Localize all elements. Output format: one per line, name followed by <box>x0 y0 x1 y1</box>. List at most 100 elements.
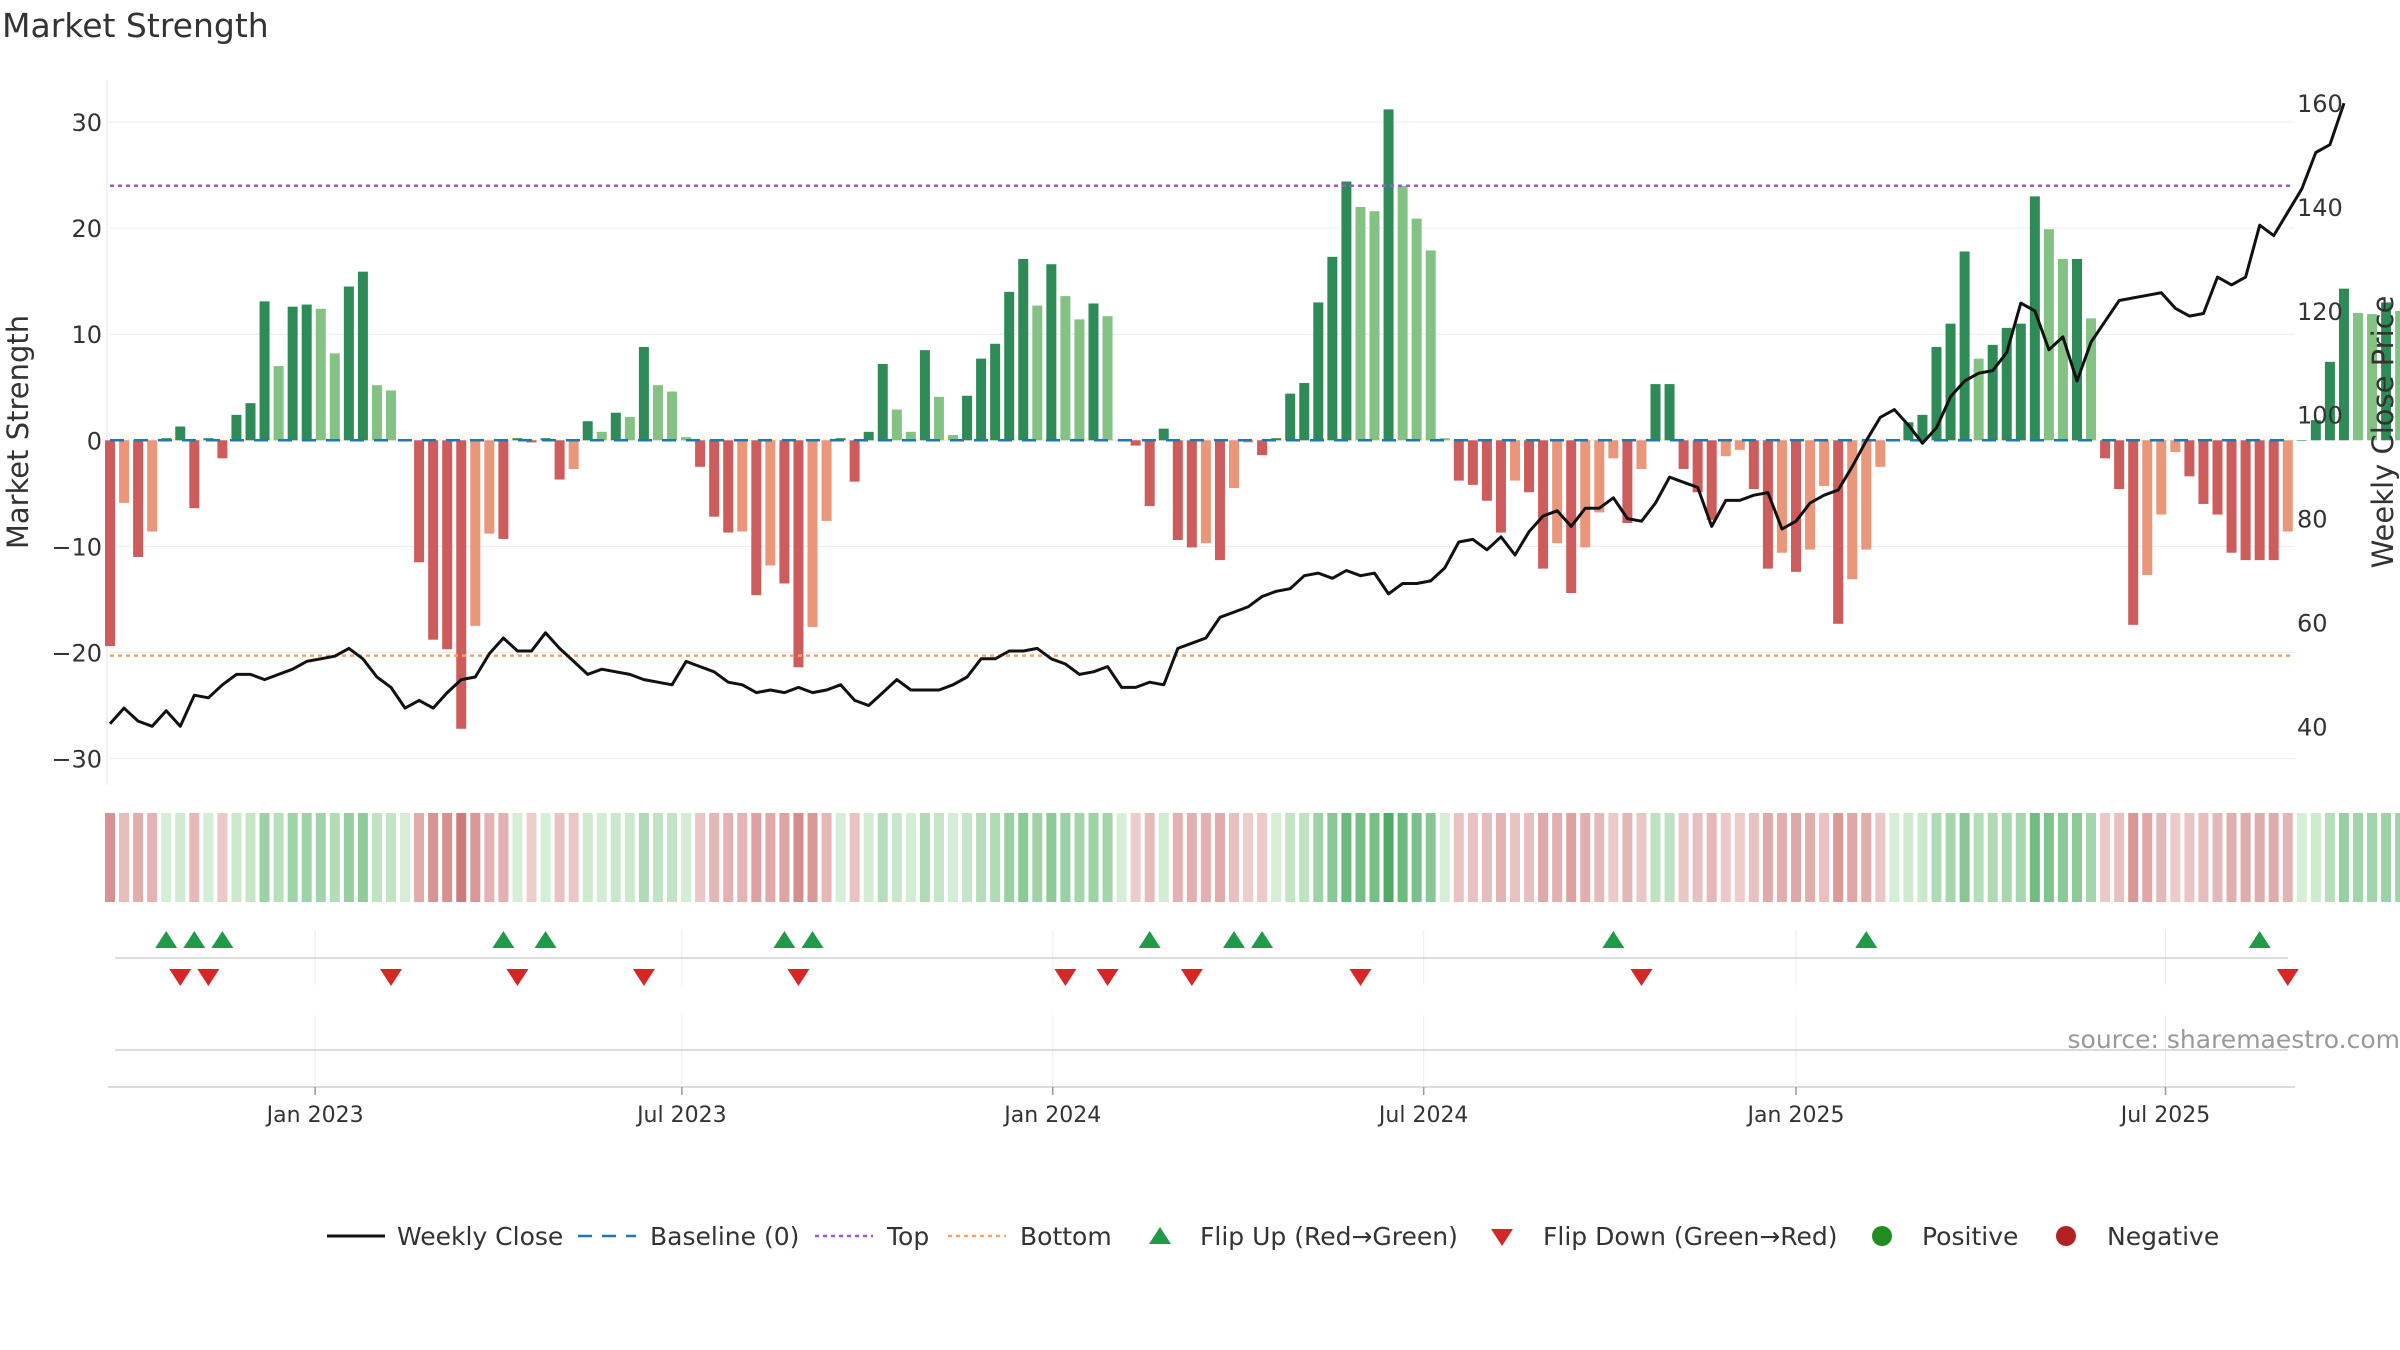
reference-lines <box>110 184 2290 657</box>
heat-strip-cell <box>919 813 930 902</box>
x-tick-label: Jan 2024 <box>1002 1103 1101 1128</box>
strength-bar <box>1088 303 1099 441</box>
strength-bar <box>667 391 677 441</box>
heat-strip-cell <box>1383 813 1394 902</box>
strength-bar <box>329 353 340 441</box>
strength-bar <box>1299 383 1310 441</box>
strength-bar <box>147 440 158 532</box>
flip-up-marker <box>183 931 206 948</box>
strength-bar <box>1875 440 1886 467</box>
strength-bar <box>1032 305 1043 441</box>
heat-strip-cell <box>231 813 242 902</box>
heat-strip-cell <box>1931 813 1942 902</box>
left-tick-label: 20 <box>71 215 102 243</box>
heat-strip-cell <box>259 813 270 902</box>
flip-up-marker <box>534 931 557 948</box>
heat-strip-cell <box>315 813 326 902</box>
strength-bar <box>2310 420 2321 441</box>
heat-strip-cell <box>2296 813 2307 902</box>
heat-strip-cell <box>1495 813 1506 902</box>
heat-strip-cell <box>2043 813 2054 902</box>
strength-bar <box>217 440 228 459</box>
heat-strip-cell <box>596 813 607 902</box>
heat-strip-cell <box>2142 813 2153 902</box>
heat-strip-cell <box>189 813 200 902</box>
strength-bar <box>512 438 523 441</box>
heat-strip-cell <box>1776 813 1787 902</box>
strength-bar <box>1678 440 1689 469</box>
heat-strip-cell <box>273 813 284 902</box>
right-tick-label: 100 <box>2297 402 2343 430</box>
heat-strip-cell <box>1355 813 1366 902</box>
strength-bar <box>231 414 242 441</box>
heat-strip-cell <box>2114 813 2125 902</box>
heat-strip-cell <box>891 813 902 902</box>
strength-bar <box>652 385 663 441</box>
right-tick-label: 40 <box>2297 713 2328 741</box>
strength-bar <box>1762 440 1773 569</box>
heat-strip-cell <box>1734 813 1745 902</box>
heat-strip-cell <box>877 813 888 902</box>
strength-bar <box>990 343 1001 441</box>
right-tick-label: 140 <box>2297 194 2343 222</box>
heat-strip-cell <box>1833 813 1844 902</box>
strength-bar <box>1510 440 1520 481</box>
right-tick-label: 120 <box>2297 298 2343 326</box>
strength-bar <box>1313 302 1324 441</box>
strength-bar <box>1102 316 1113 441</box>
heat-strip-cell <box>638 813 649 902</box>
strength-bar <box>610 412 621 441</box>
heat-strip-cell <box>2198 813 2209 902</box>
heat-strip-cell <box>2001 813 2012 902</box>
heat-strip-cell <box>863 813 874 902</box>
strength-bar <box>189 440 200 509</box>
heat-strip-cell <box>1214 813 1225 902</box>
heat-strip-cell <box>1425 813 1436 902</box>
x-tick-label: Jul 2024 <box>1377 1103 1469 1128</box>
heat-strip-cell <box>1875 813 1886 902</box>
heat-strip-cell <box>1861 813 1872 902</box>
strength-bar <box>2001 327 2012 441</box>
strength-bar <box>2353 313 2363 441</box>
heat-strip-cell <box>1467 813 1478 902</box>
heat-strip-cell <box>175 813 186 902</box>
heat-strip-cell <box>1481 813 1492 902</box>
left-tick-label: 30 <box>71 109 102 137</box>
heat-strip-cell <box>1552 813 1563 902</box>
x-tick-label: Jul 2025 <box>2119 1103 2211 1128</box>
heat-strip-cell <box>1229 813 1239 902</box>
strength-bar <box>1819 440 1830 486</box>
strength-bar <box>821 440 832 521</box>
strength-bar <box>1327 256 1338 441</box>
heat-strip-cell <box>357 813 368 902</box>
heat-strip-cell <box>1172 813 1183 902</box>
strength-bar <box>1341 181 1352 441</box>
heat-strip-cell <box>2338 813 2349 902</box>
heat-strip-cell <box>1524 813 1535 902</box>
legend-bottom-label: Bottom <box>1020 1222 1112 1251</box>
price-line-layer <box>108 102 2346 728</box>
strength-bar <box>245 403 256 441</box>
axes: 3020100−10−20−30160140120100806040Market… <box>1 90 2400 773</box>
strength-bar <box>2015 323 2026 441</box>
strength-bar <box>1524 440 1535 493</box>
strength-bar <box>1959 251 1970 441</box>
left-tick-label: 0 <box>87 427 102 455</box>
flip-down-marker <box>197 969 220 986</box>
heat-strip-cell <box>624 813 635 902</box>
heat-strip-cell <box>1243 813 1254 902</box>
strength-bar <box>2043 229 2054 441</box>
heat-strip-cell <box>737 813 748 902</box>
x-tick-label: Jan 2023 <box>265 1103 364 1128</box>
strength-bar <box>933 396 944 441</box>
strength-bar <box>1074 319 1085 441</box>
heat-strip-cell <box>2100 813 2111 902</box>
strength-bar <box>2296 440 2307 441</box>
strength-bar <box>1650 384 1661 441</box>
heat-strip-cell <box>849 813 860 902</box>
strength-bar <box>2367 314 2378 441</box>
heat-strip-cell <box>1369 813 1380 902</box>
legend: Weekly Close Baseline (0) Top Bottom Flip Up… <box>327 1222 2219 1251</box>
heat-strip-cell <box>1116 813 1127 902</box>
flip-down-marker <box>1054 969 1077 986</box>
